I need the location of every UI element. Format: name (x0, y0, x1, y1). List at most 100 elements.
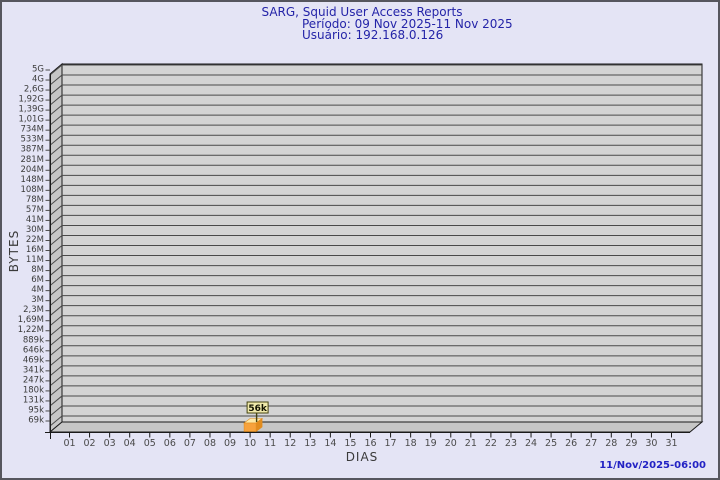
y-tick-label: 30M (26, 225, 44, 235)
plot-area (61, 63, 703, 423)
x-tick-label: 20 (445, 438, 457, 449)
x-tick-label: 17 (385, 438, 397, 449)
wall-tick (49, 245, 63, 256)
y-tick-label: 41M (26, 215, 44, 225)
wall-tick (49, 205, 63, 216)
y-tick-label: 4M (31, 285, 44, 295)
chart-subtitle-period: Período: 09 Nov 2025-11 Nov 2025 (302, 17, 513, 31)
wall-tick (49, 84, 63, 96)
y-tick-label: 69k (28, 416, 44, 426)
x-tick-label: 28 (605, 438, 617, 449)
wall-tick (49, 235, 63, 246)
x-tick-label: 15 (344, 438, 356, 449)
wall-tick (49, 295, 63, 307)
x-tick-label: 09 (224, 438, 236, 449)
y-tick-label: 533M (20, 135, 44, 145)
y-tick-label: 22M (26, 235, 44, 245)
y-tick-label: 5G (32, 65, 44, 75)
x-tick-label: 18 (405, 438, 417, 449)
wall-tick (49, 365, 63, 377)
wall-tick (49, 305, 63, 317)
x-tick-label: 10 (244, 438, 256, 449)
y-tick-label: 1,69M (18, 315, 44, 325)
y-tick-label: 148M (20, 175, 44, 185)
x-tick-label: 06 (164, 438, 176, 449)
y-tick-label: 387M (20, 145, 44, 155)
bar-value-label: 56k (248, 404, 268, 414)
wall-tick (49, 124, 63, 136)
x-tick-label: 02 (84, 438, 96, 449)
wall-tick (49, 385, 63, 397)
wall-tick (49, 144, 63, 156)
x-tick-label: 14 (324, 438, 336, 449)
x-tick-label: 31 (665, 438, 677, 449)
wall-tick (49, 154, 63, 166)
wall-tick (49, 315, 63, 327)
wall-tick (49, 255, 63, 266)
x-tick-label: 25 (545, 438, 557, 449)
y-tick-label: 734M (20, 125, 44, 135)
x-tick-label: 04 (124, 438, 136, 449)
y-tick-label: 8M (31, 265, 44, 275)
chart-title: SARG, Squid User Access Reports (261, 5, 463, 19)
wall-tick (49, 415, 63, 427)
wall-tick (49, 335, 63, 347)
x-tick-label: 05 (144, 438, 156, 449)
x-tick-label: 11 (264, 438, 276, 449)
x-tick-label: 08 (204, 438, 216, 449)
wall-tick (49, 345, 63, 357)
wall-tick (49, 405, 63, 417)
wall-tick (49, 104, 63, 116)
y-tick-label: 95k (28, 405, 44, 415)
y-tick-label: 204M (20, 165, 44, 175)
wall-tick (49, 375, 63, 387)
y-tick-label: 1,01G (18, 115, 44, 125)
y-tick-label: 4G (32, 75, 44, 85)
x-tick-label: 13 (304, 438, 316, 449)
y-tick-label: 11M (26, 255, 44, 265)
bar-front-face (243, 422, 257, 432)
x-tick-label: 23 (505, 438, 517, 449)
wall-tick (49, 164, 63, 176)
y-tick-label: 341k (23, 365, 44, 375)
wall-tick (49, 265, 63, 276)
y-tick-label: 180k (23, 385, 44, 395)
wall-tick (49, 275, 63, 286)
wall-tick (49, 194, 63, 206)
x-tick-label: 24 (525, 438, 537, 449)
wall-tick (49, 215, 63, 226)
y-tick-label: 78M (26, 195, 44, 205)
x-tick-label: 16 (364, 438, 376, 449)
x-tick-label: 03 (104, 438, 116, 449)
wall-tick (49, 325, 63, 337)
wall-tick (49, 174, 63, 186)
y-tick-label: 16M (26, 245, 44, 255)
wall-tick (49, 285, 63, 297)
x-tick-label: 01 (63, 438, 75, 449)
y-tick-label: 646k (23, 345, 44, 355)
wall-tick (49, 184, 63, 196)
y-tick-label: 3M (31, 295, 44, 305)
x-tick-label: 30 (645, 438, 657, 449)
y-tick-label: 281M (20, 155, 44, 165)
y-tick-label: 2,6G (24, 85, 44, 95)
x-axis-title: DIAS (345, 450, 379, 464)
x-tick-label: 19 (425, 438, 437, 449)
wall-tick (49, 395, 63, 407)
generation-timestamp: 11/Nov/2025-06:00 (599, 460, 706, 471)
y-tick-label: 57M (26, 205, 44, 215)
y-tick-label: 1,22M (18, 325, 44, 335)
x-tick-label: 22 (485, 438, 497, 449)
y-tick-label: 469k (23, 355, 44, 365)
y-tick-label: 889k (23, 335, 44, 345)
wall-tick (49, 94, 63, 106)
x-tick-label: 26 (565, 438, 577, 449)
bar-value-box (246, 401, 269, 414)
wall-tick (49, 225, 63, 236)
y-tick-label: 1,39G (18, 105, 44, 115)
x-tick-label: 29 (625, 438, 637, 449)
floor (48, 421, 704, 433)
y-tick-label: 6M (31, 275, 44, 285)
